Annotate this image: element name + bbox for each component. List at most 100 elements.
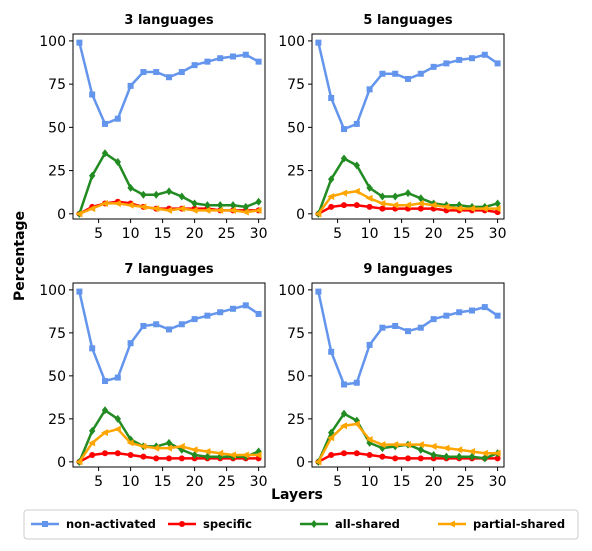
data-point-specific: [379, 453, 386, 460]
data-point-specific: [140, 453, 147, 460]
x-tick-label: 25: [218, 226, 236, 242]
data-point-specific: [166, 455, 172, 462]
data-point-specific: [341, 450, 347, 457]
data-point-all-shared: [443, 452, 450, 461]
data-point-all-shared: [204, 452, 211, 461]
data-point-non-activated: [217, 55, 224, 62]
x-tick-label: 20: [425, 226, 443, 242]
y-tick-label: 0: [296, 455, 305, 471]
data-point-all-shared: [140, 190, 147, 199]
legend-marker-all-shared: [310, 520, 318, 528]
chart-panel: 5 languages 0 25 50 75 100 5 10 15 20 25 30: [278, 13, 506, 242]
y-tick-label: 75: [287, 77, 305, 93]
data-point-partial-shared: [327, 193, 335, 201]
data-point-partial-shared: [327, 434, 335, 442]
data-point-partial-shared: [404, 201, 411, 209]
data-point-non-activated: [366, 341, 373, 348]
data-point-specific: [341, 202, 347, 209]
data-point-non-activated: [430, 316, 437, 323]
y-tick-label: 50: [48, 369, 66, 385]
data-point-all-shared: [89, 426, 96, 435]
data-point-non-activated: [469, 307, 475, 314]
data-point-all-shared: [392, 192, 399, 201]
legend-marker-partial-shared: [448, 520, 455, 528]
data-point-non-activated: [230, 53, 236, 60]
data-point-partial-shared: [378, 199, 386, 207]
data-point-partial-shared: [352, 187, 360, 195]
data-point-non-activated: [153, 69, 160, 76]
data-point-non-activated: [140, 69, 147, 76]
data-point-partial-shared: [88, 439, 96, 447]
x-tick-label: 30: [489, 474, 507, 490]
data-point-non-activated: [255, 310, 262, 317]
data-point-non-activated: [166, 326, 172, 333]
data-point-partial-shared: [455, 205, 463, 213]
data-point-non-activated: [379, 324, 386, 331]
data-point-non-activated: [379, 70, 386, 77]
x-tick-label: 15: [154, 474, 172, 490]
data-point-all-shared: [153, 190, 160, 199]
data-point-partial-shared: [216, 206, 224, 214]
y-tick-label: 100: [39, 34, 66, 50]
data-point-non-activated: [481, 304, 488, 311]
data-point-specific: [114, 450, 121, 457]
data-point-all-shared: [430, 450, 437, 459]
data-point-all-shared: [165, 438, 173, 447]
data-point-non-activated: [242, 51, 249, 58]
data-point-all-shared: [127, 183, 134, 192]
data-point-partial-shared: [229, 206, 236, 214]
y-tick-label: 25: [287, 164, 305, 180]
data-point-non-activated: [456, 56, 463, 63]
data-point-non-activated: [89, 91, 96, 98]
data-point-partial-shared: [113, 199, 121, 207]
data-point-non-activated: [430, 63, 437, 70]
data-point-partial-shared: [340, 422, 347, 430]
data-point-partial-shared: [88, 205, 96, 213]
y-tick-label: 75: [48, 77, 66, 93]
y-tick-label: 0: [57, 207, 66, 223]
x-tick-label: 30: [250, 226, 268, 242]
data-point-partial-shared: [442, 203, 450, 211]
data-point-non-activated: [405, 328, 411, 335]
data-point-partial-shared: [429, 201, 437, 209]
legend-label-all-shared: all-shared: [335, 517, 400, 531]
data-point-partial-shared: [190, 446, 198, 454]
data-point-all-shared: [404, 189, 412, 198]
data-point-non-activated: [341, 126, 347, 133]
legend: non-activated specific all-shared partial-s…: [23, 509, 579, 540]
x-tick-label: 15: [393, 474, 411, 490]
x-tick-label: 10: [122, 226, 140, 242]
series-line-non-activated: [317, 291, 499, 386]
data-point-all-shared: [204, 201, 211, 210]
data-point-partial-shared: [378, 441, 386, 449]
data-point-all-shared: [242, 202, 249, 211]
data-point-non-activated: [76, 39, 83, 46]
x-tick-label: 20: [425, 474, 443, 490]
data-point-non-activated: [328, 348, 335, 355]
data-point-non-activated: [481, 51, 488, 58]
data-point-partial-shared: [254, 451, 262, 459]
data-point-all-shared: [217, 201, 224, 210]
data-point-all-shared: [165, 187, 173, 196]
x-tick-label: 15: [154, 226, 172, 242]
data-point-non-activated: [178, 69, 185, 76]
legend-label-non-activated: non-activated: [66, 517, 156, 531]
data-point-all-shared: [456, 452, 463, 461]
data-point-specific: [405, 455, 411, 462]
data-point-partial-shared: [493, 449, 501, 457]
x-tick-label: 15: [393, 226, 411, 242]
data-point-all-shared: [255, 197, 262, 206]
data-point-non-activated: [242, 302, 249, 309]
data-point-specific: [89, 451, 96, 458]
data-point-non-activated: [204, 58, 211, 65]
panel-title: 9 languages: [363, 262, 453, 277]
data-point-non-activated: [443, 60, 450, 67]
x-tick-label: 25: [218, 474, 236, 490]
data-point-non-activated: [140, 322, 147, 329]
data-point-partial-shared: [101, 429, 108, 437]
data-point-specific: [366, 203, 373, 210]
legend-label-partial-shared: partial-shared: [473, 517, 565, 531]
y-tick-label: 75: [48, 326, 66, 342]
data-point-partial-shared: [391, 201, 399, 209]
data-point-all-shared: [417, 445, 424, 454]
